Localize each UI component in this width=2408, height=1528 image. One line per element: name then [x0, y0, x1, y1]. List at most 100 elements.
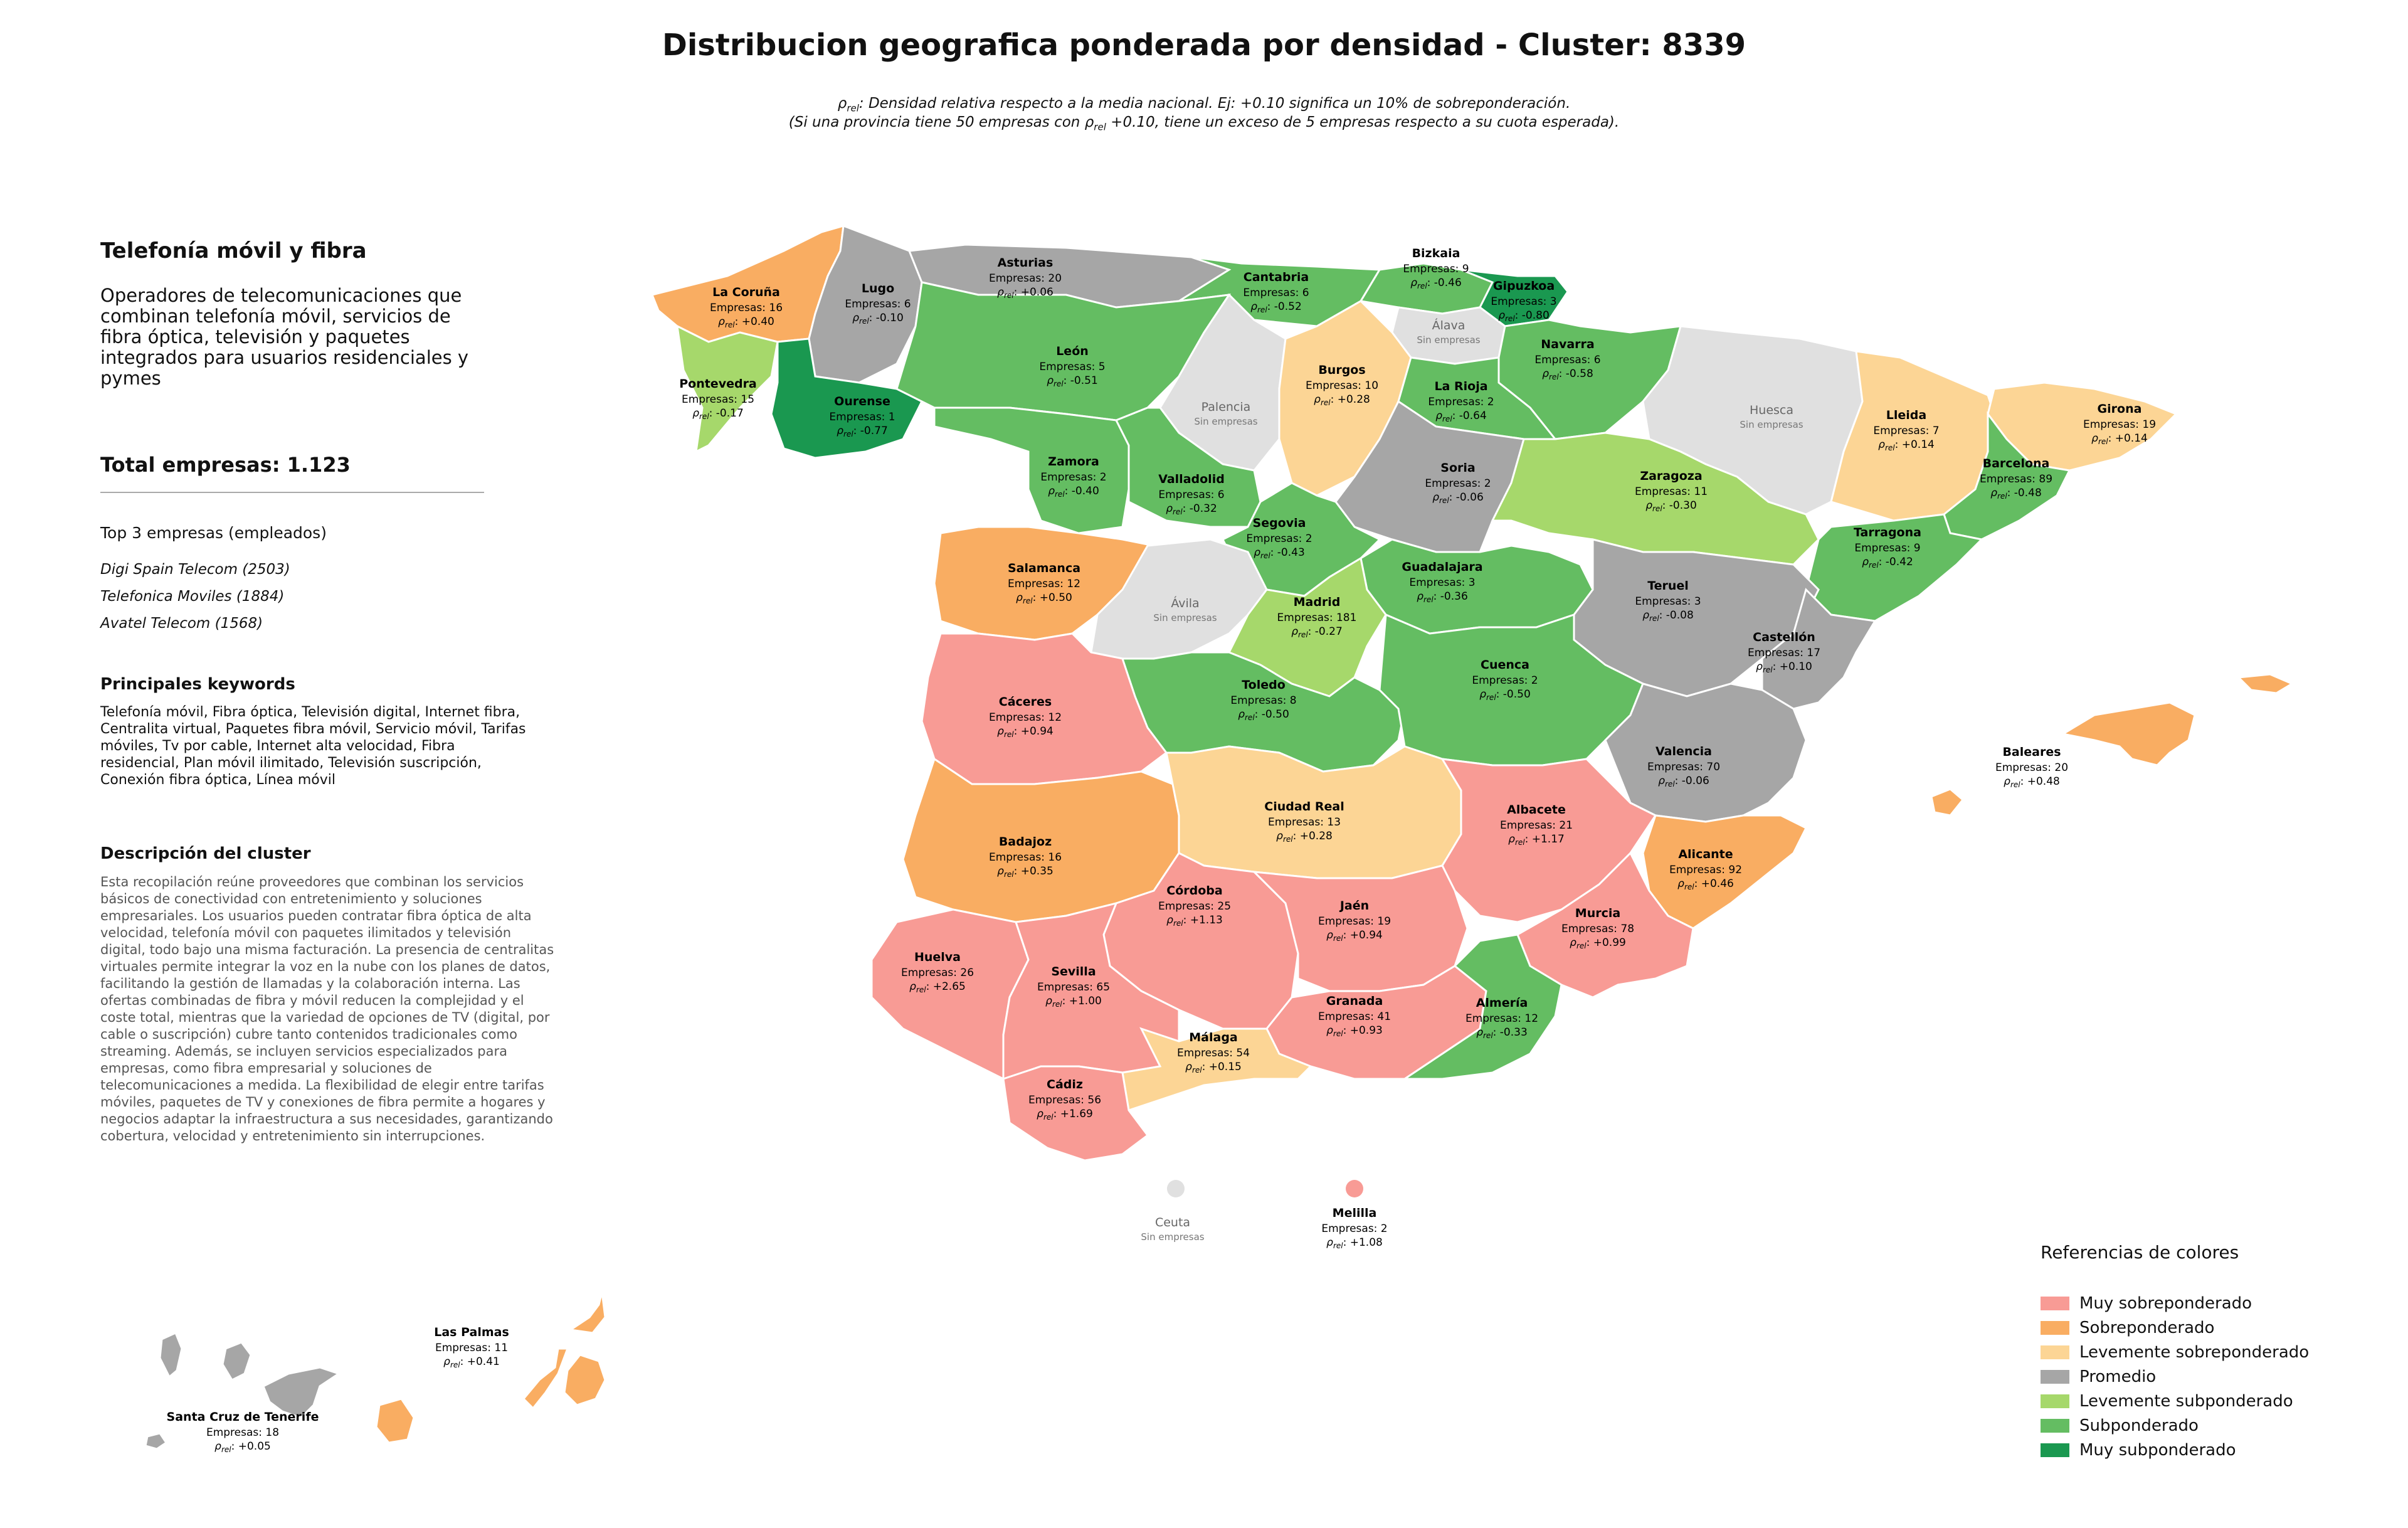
province-rho-valencia: ρrel: -0.06	[1658, 775, 1709, 788]
top-company-item: Avatel Telecom (1568)	[100, 615, 263, 632]
subtitle-line-2: (Si una provincia tiene 50 empresas con …	[0, 114, 2408, 133]
province-rho-la-rioja: ρrel: -0.64	[1435, 410, 1487, 423]
province-label-zamora: Zamora	[1048, 455, 1099, 469]
province-rho-gipuzkoa: ρrel: -0.80	[1498, 309, 1550, 323]
province-count-murcia: Empresas: 78	[1561, 923, 1634, 935]
province-label-madrid: Madrid	[1294, 595, 1341, 609]
province-label-las-palmas: Las Palmas	[434, 1325, 509, 1339]
province-rho-santa-cruz-de-tenerife: ρrel: +0.05	[214, 1440, 271, 1454]
province-rho-lugo: ρrel: -0.10	[852, 312, 904, 326]
divider	[100, 492, 484, 493]
province-label-lugo: Lugo	[862, 282, 894, 295]
legend-swatch	[2041, 1370, 2069, 1384]
province-rho-murcia: ρrel: +0.99	[1570, 936, 1626, 950]
province-count-toledo: Empresas: 8	[1230, 694, 1296, 707]
legend-item-sobre: Sobreponderado	[2041, 1317, 2214, 1339]
legend-item-promedio: Promedio	[2041, 1366, 2156, 1388]
top-company-item: Digi Spain Telecom (2503)	[100, 561, 290, 578]
province-tarragona	[1805, 513, 1984, 622]
province-label-salamanca: Salamanca	[1008, 561, 1080, 575]
legend-swatch	[2041, 1321, 2069, 1335]
legend-swatch	[2041, 1443, 2069, 1457]
province-rho-jaen: ρrel: +0.94	[1326, 929, 1383, 943]
province-count-gipuzkoa: Empresas: 3	[1491, 295, 1556, 308]
province-label-navarra: Navarra	[1541, 337, 1595, 351]
legend-label: Muy subponderado	[2079, 1441, 2236, 1460]
province-label-ceuta: Ceuta	[1155, 1216, 1190, 1229]
province-rho-asturias: ρrel: +0.06	[997, 286, 1054, 300]
province-rho-zamora: ρrel: -0.40	[1048, 485, 1099, 499]
province-label-malaga: Málaga	[1189, 1031, 1237, 1044]
province-rho-valladolid: ρrel: -0.32	[1166, 502, 1217, 516]
province-ourense	[770, 337, 924, 459]
province-rho-alicante: ρrel: +0.46	[1677, 878, 1734, 891]
province-las-palmas-island-3	[375, 1398, 415, 1444]
legend-label: Levemente sobreponderado	[2079, 1343, 2310, 1362]
province-count-castellon: Empresas: 17	[1748, 647, 1820, 659]
province-rho-cantabria: ρrel: -0.52	[1250, 300, 1302, 314]
province-count-badajoz: Empresas: 16	[989, 851, 1062, 864]
province-pontevedra	[676, 324, 779, 454]
province-santa-cruz-de-tenerife-island-3	[159, 1331, 183, 1379]
province-no-data-ceuta: Sin empresas	[1141, 1231, 1204, 1243]
province-label-zaragoza: Zaragoza	[1640, 469, 1702, 483]
province-label-gipuzkoa: Gipuzkoa	[1493, 279, 1555, 293]
province-rho-navarra: ρrel: -0.58	[1542, 368, 1593, 381]
subtitle-line-2-pre: (Si una provincia tiene 50 empresas con	[788, 114, 1085, 130]
province-rho-madrid: ρrel: -0.27	[1291, 625, 1343, 639]
province-rho-toledo: ρrel: -0.50	[1238, 708, 1289, 722]
province-rho-lleida: ρrel: +0.14	[1878, 438, 1935, 452]
province-rho-leon: ρrel: -0.51	[1047, 374, 1098, 388]
legend-label: Muy sobreponderado	[2079, 1294, 2252, 1313]
province-barcelona	[1943, 411, 2071, 541]
province-rho-ourense: ρrel: -0.77	[837, 425, 888, 438]
province-melilla-marker	[1346, 1180, 1363, 1197]
province-label-granada: Granada	[1326, 994, 1383, 1008]
province-count-alicante: Empresas: 92	[1669, 864, 1742, 876]
province-rho-castellon: ρrel: +0.10	[1756, 661, 1812, 674]
province-rho-girona: ρrel: +0.14	[2091, 432, 2148, 446]
cluster-summary: Operadores de telecomunicaciones que com…	[100, 285, 469, 389]
legend-item-sub: Subponderado	[2041, 1414, 2199, 1437]
province-no-data-avila: Sin empresas	[1153, 612, 1217, 623]
map-title: Distribucion geografica ponderada por de…	[662, 28, 1746, 63]
province-label-asturias: Asturias	[998, 256, 1054, 270]
province-label-huelva: Huelva	[914, 950, 961, 964]
legend-item-lev-sobre: Levemente sobreponderado	[2041, 1341, 2309, 1364]
subtitle-line-2-post: +0.10, tiene un exceso de 5 empresas res…	[1106, 114, 1620, 130]
province-label-avila: Ávila	[1171, 596, 1199, 610]
province-count-almeria: Empresas: 12	[1465, 1012, 1538, 1025]
province-las-palmas-island-2	[568, 1292, 606, 1334]
province-zamora	[933, 406, 1130, 534]
province-no-data-palencia: Sin empresas	[1194, 416, 1257, 427]
top3-heading: Top 3 empresas (empleados)	[100, 524, 327, 542]
province-no-data-huesca: Sin empresas	[1740, 419, 1803, 430]
province-rho-melilla: ρrel: +1.08	[1326, 1236, 1383, 1250]
province-rho-salamanca: ρrel: +0.50	[1016, 592, 1072, 605]
province-count-baleares: Empresas: 20	[1995, 761, 2068, 774]
subtitle-line-1-text: : Densidad relativa respecto a la media …	[858, 95, 1571, 112]
province-label-palencia: Palencia	[1201, 400, 1251, 414]
rho-symbol: ρrel	[837, 95, 859, 114]
province-count-valencia: Empresas: 70	[1647, 761, 1720, 773]
province-count-ourense: Empresas: 1	[829, 411, 895, 423]
province-count-ciudad-real: Empresas: 13	[1268, 816, 1341, 829]
province-rho-cadiz: ρrel: +1.69	[1037, 1108, 1093, 1122]
legend-label: Subponderado	[2079, 1416, 2199, 1435]
province-count-leon: Empresas: 5	[1039, 361, 1105, 373]
province-label-pontevedra: Pontevedra	[679, 377, 757, 391]
province-label-castellon: Castellón	[1753, 630, 1815, 644]
province-count-salamanca: Empresas: 12	[1008, 578, 1080, 590]
legend-item-muy-sub: Muy subponderado	[2041, 1439, 2236, 1462]
province-count-girona: Empresas: 19	[2083, 418, 2156, 431]
province-count-la-rioja: Empresas: 2	[1428, 396, 1494, 408]
province-count-soria: Empresas: 2	[1425, 477, 1491, 490]
province-almeria	[1402, 933, 1563, 1080]
description-text: Esta recopilación reúne proveedores que …	[100, 874, 554, 1143]
legend-swatch	[2041, 1394, 2069, 1408]
province-baleares-island-2	[1930, 788, 1965, 817]
province-label-caceres: Cáceres	[999, 695, 1052, 709]
province-count-sevilla: Empresas: 65	[1037, 981, 1110, 994]
province-label-la-rioja: La Rioja	[1434, 379, 1487, 393]
